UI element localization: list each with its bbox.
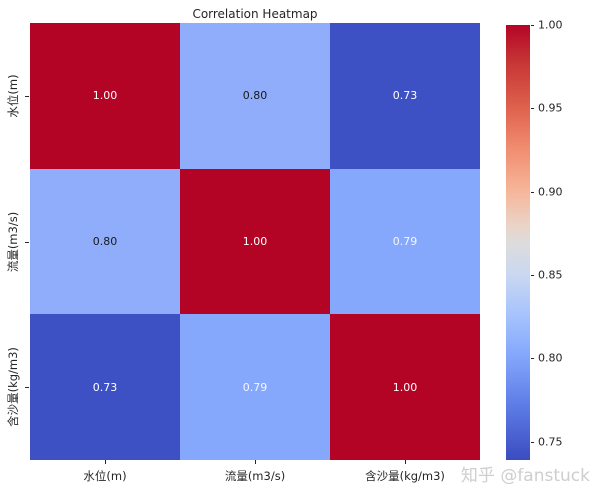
heatmap-cell: 1.00 [30, 23, 180, 169]
y-tick-label: 水位(m) [6, 74, 20, 118]
colorbar-tick-label: 0.95 [538, 101, 563, 115]
x-tick-label: 含沙量(kg/m3) [365, 469, 445, 483]
colorbar [506, 25, 530, 460]
heatmap-cell: 0.79 [180, 314, 330, 460]
heatmap-cell: 0.79 [330, 168, 480, 315]
colorbar-tick-mark [531, 25, 534, 26]
colorbar-tick-label: 1.00 [538, 18, 563, 32]
heatmap-cell: 0.80 [180, 23, 330, 169]
colorbar-tick-mark [531, 441, 534, 443]
y-tick-mark [25, 241, 29, 243]
heatmap-cell: 1.00 [330, 314, 480, 460]
colorbar-tick-mark [531, 108, 534, 110]
y-tick-mark [25, 387, 29, 389]
x-tick-label: 水位(m) [83, 469, 127, 483]
colorbar-tick-label: 0.85 [538, 268, 563, 282]
y-tick-mark [25, 95, 29, 97]
colorbar-tick-label: 0.90 [538, 185, 563, 199]
x-tick-mark [105, 460, 106, 464]
heatmap-cell: 1.00 [180, 168, 330, 315]
heatmap-cell: 0.73 [30, 314, 180, 460]
y-tick-label: 含沙量(kg/m3) [6, 347, 20, 428]
heatmap-cell: 0.80 [30, 168, 180, 315]
x-tick-mark [405, 460, 406, 464]
colorbar-tick-label: 0.80 [538, 351, 563, 365]
colorbar-tick-mark [531, 191, 534, 193]
colorbar-tick-mark [531, 358, 534, 360]
x-tick-mark [255, 460, 256, 464]
colorbar-tick-label: 0.75 [538, 435, 563, 449]
colorbar-tick-mark [531, 275, 534, 276]
chart-title: Correlation Heatmap [192, 7, 318, 21]
watermark: 知乎 @fanstuck [460, 466, 590, 486]
x-tick-label: 流量(m3/s) [224, 469, 286, 483]
heatmap-cell: 0.73 [330, 23, 480, 169]
heatmap-grid: 1.00 0.80 0.73 0.80 1.00 0.79 0.73 0.79 1.00 [30, 23, 480, 460]
y-tick-label: 流量(m3/s) [6, 211, 20, 272]
